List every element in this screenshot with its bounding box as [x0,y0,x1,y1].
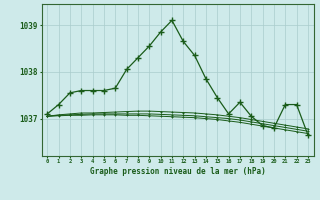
X-axis label: Graphe pression niveau de la mer (hPa): Graphe pression niveau de la mer (hPa) [90,167,266,176]
